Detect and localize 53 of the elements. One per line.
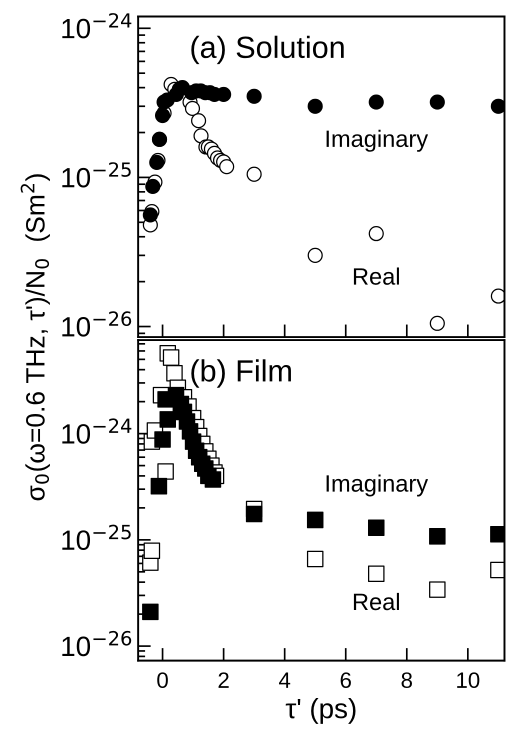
series-label: Real — [354, 592, 399, 610]
x-tick-label: 4 — [279, 672, 290, 688]
point — [429, 528, 446, 545]
point — [166, 364, 183, 382]
y-tick-label: 10$^{−26}$ — [62, 630, 132, 656]
y-axis-title: σ$_{0}$(ω=0.6 THz, τ')/N$_{0}$ (Sm$^{2}$) — [20, 174, 50, 500]
point — [145, 178, 160, 194]
point — [246, 166, 262, 182]
series-label: Real — [354, 267, 399, 285]
series-label: Imaginary — [326, 474, 428, 496]
y-tick-label: 10$^{−26}$ — [62, 311, 132, 337]
point — [490, 98, 504, 114]
point — [368, 565, 385, 582]
point — [150, 478, 168, 494]
point — [154, 108, 170, 124]
point — [191, 113, 206, 128]
x-tick-label: 2 — [218, 672, 229, 688]
point — [308, 98, 323, 114]
x-tick-label: 0 — [157, 672, 168, 688]
point — [184, 100, 200, 116]
point — [430, 316, 445, 331]
x-tick-label: 6 — [340, 672, 351, 688]
text: (b) Film — [191, 359, 291, 388]
x-axis-title: τ' (ps) — [286, 698, 356, 724]
point — [144, 542, 160, 559]
y-tick-label: 10$^{−25}$ — [62, 524, 131, 550]
point — [142, 207, 158, 223]
point — [159, 411, 176, 428]
point — [142, 604, 159, 620]
point — [368, 94, 384, 110]
point — [368, 226, 384, 242]
point — [308, 248, 323, 263]
point — [430, 94, 445, 110]
point — [306, 550, 324, 568]
y-tick-label: 10$^{−24}$ — [62, 13, 132, 38]
point — [157, 463, 174, 480]
y-tick-label: 10$^{−25}$ — [62, 162, 131, 188]
series-label: Imaginary — [326, 130, 428, 152]
point — [429, 581, 446, 598]
point — [154, 431, 171, 448]
point — [219, 159, 234, 174]
point — [246, 88, 262, 104]
point — [162, 349, 180, 366]
point — [204, 471, 222, 488]
point — [193, 128, 209, 144]
point — [246, 506, 262, 522]
point — [368, 519, 385, 536]
y-tick-label: 10$^{−24}$ — [62, 418, 132, 444]
text: (a) Solution — [191, 36, 344, 64]
point — [306, 512, 324, 528]
point — [490, 288, 504, 304]
x-tick-label: 10 — [457, 672, 480, 688]
x-tick-label: 8 — [402, 672, 412, 688]
